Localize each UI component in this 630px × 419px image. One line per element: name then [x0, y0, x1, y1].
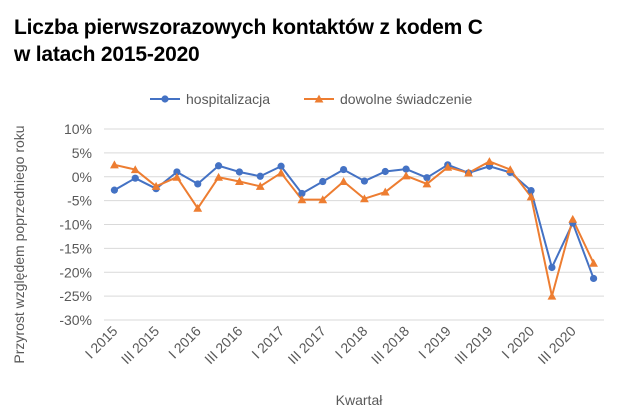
- series-2-point: [151, 181, 161, 190]
- series-2-point: [547, 291, 557, 300]
- x-tick-label: I 2017: [248, 323, 287, 362]
- series-1-point: [402, 165, 410, 173]
- series-1-point: [256, 172, 264, 180]
- y-tick-label: -30%: [59, 312, 92, 328]
- x-tick-label: I 2019: [415, 323, 454, 362]
- series-2-point: [401, 171, 411, 180]
- series-1-point: [339, 165, 348, 174]
- y-tick-label: -15%: [59, 240, 92, 256]
- series-1-point: [277, 162, 285, 170]
- series-2-point: [422, 179, 432, 188]
- series-2-point: [235, 177, 244, 186]
- series-2-point: [568, 214, 578, 223]
- series-1-point: [110, 186, 119, 194]
- x-axis-title: Kwartał: [336, 392, 384, 408]
- x-tick-label: I 2015: [82, 323, 121, 362]
- gridlines: [104, 128, 604, 321]
- series-2-point: [193, 203, 203, 212]
- series-2-point: [526, 192, 536, 201]
- y-tick-label: 10%: [64, 121, 92, 137]
- series-2-point: [130, 165, 140, 174]
- x-tick-label: I 2016: [165, 323, 204, 362]
- series-line-1: [113, 163, 595, 279]
- y-tick-label: -10%: [59, 217, 92, 233]
- series-1-point: [235, 168, 244, 176]
- series-1-point: [214, 162, 223, 170]
- series-2-point: [339, 177, 348, 186]
- y-tick-label: -5%: [67, 193, 92, 209]
- series-1-point: [194, 180, 202, 188]
- chart-title: Liczba pierwszorazowych kontaktów z kode…: [14, 14, 614, 68]
- series-line-2: [114, 160, 595, 298]
- x-tick-label: III 2015: [118, 323, 162, 367]
- series-1-point: [589, 274, 598, 283]
- x-tick-label: III 2017: [285, 323, 329, 367]
- series-2-point: [464, 168, 473, 177]
- series-1-point: [131, 174, 139, 182]
- series-1-point: [381, 167, 389, 176]
- chart-title-line-1: Liczba pierwszorazowych kontaktów z kode…: [14, 16, 483, 39]
- series-2-point: [255, 181, 265, 190]
- series-1-point: [548, 263, 556, 272]
- series-2-point: [318, 195, 328, 204]
- x-tick-label: III 2018: [368, 323, 412, 367]
- legend-label: hospitalizacja: [186, 91, 270, 107]
- series-1-point: [527, 186, 535, 195]
- series-2-point: [110, 160, 119, 169]
- legend-label: dowolne świadczenie: [340, 91, 473, 107]
- series-1-point: [298, 189, 306, 198]
- y-axis-ticks: 10% 5% 0% -5% -10% -15% -20% -25% -30%: [59, 121, 92, 328]
- series-1-point: [360, 177, 369, 185]
- series-2-point: [380, 187, 390, 196]
- x-tick-label: III 2020: [535, 323, 579, 367]
- series-2-point: [297, 195, 307, 204]
- y-tick-label: -20%: [59, 264, 92, 280]
- y-axis-title: Przyrost względem poprzedniego roku: [11, 125, 27, 363]
- x-tick-label: III 2019: [451, 323, 495, 367]
- legend-marker: [161, 95, 169, 103]
- chart-title-line-2: w latach 2015-2020: [14, 43, 200, 66]
- series-2-point: [214, 172, 223, 181]
- legend: hospitalizacja dowolne świadczenie: [150, 91, 473, 107]
- series-2-point: [276, 168, 286, 177]
- series-group: [110, 157, 598, 300]
- x-tick-label: I 2020: [498, 323, 537, 362]
- legend-marker: [314, 94, 324, 103]
- series-2-point: [589, 258, 598, 267]
- series-1-point: [173, 168, 181, 176]
- series-2-point: [172, 172, 182, 181]
- series-2-point: [443, 162, 453, 171]
- x-tick-label: I 2018: [332, 323, 371, 362]
- y-tick-label: -25%: [59, 288, 92, 304]
- y-tick-label: 5%: [72, 145, 92, 161]
- series-2-point: [485, 157, 494, 165]
- series-2-point: [505, 165, 515, 174]
- x-tick-label: III 2016: [201, 323, 245, 367]
- series-2-point: [360, 194, 369, 203]
- series-1-point: [423, 174, 431, 182]
- series-1-point: [319, 177, 327, 186]
- y-tick-label: 0%: [72, 169, 92, 185]
